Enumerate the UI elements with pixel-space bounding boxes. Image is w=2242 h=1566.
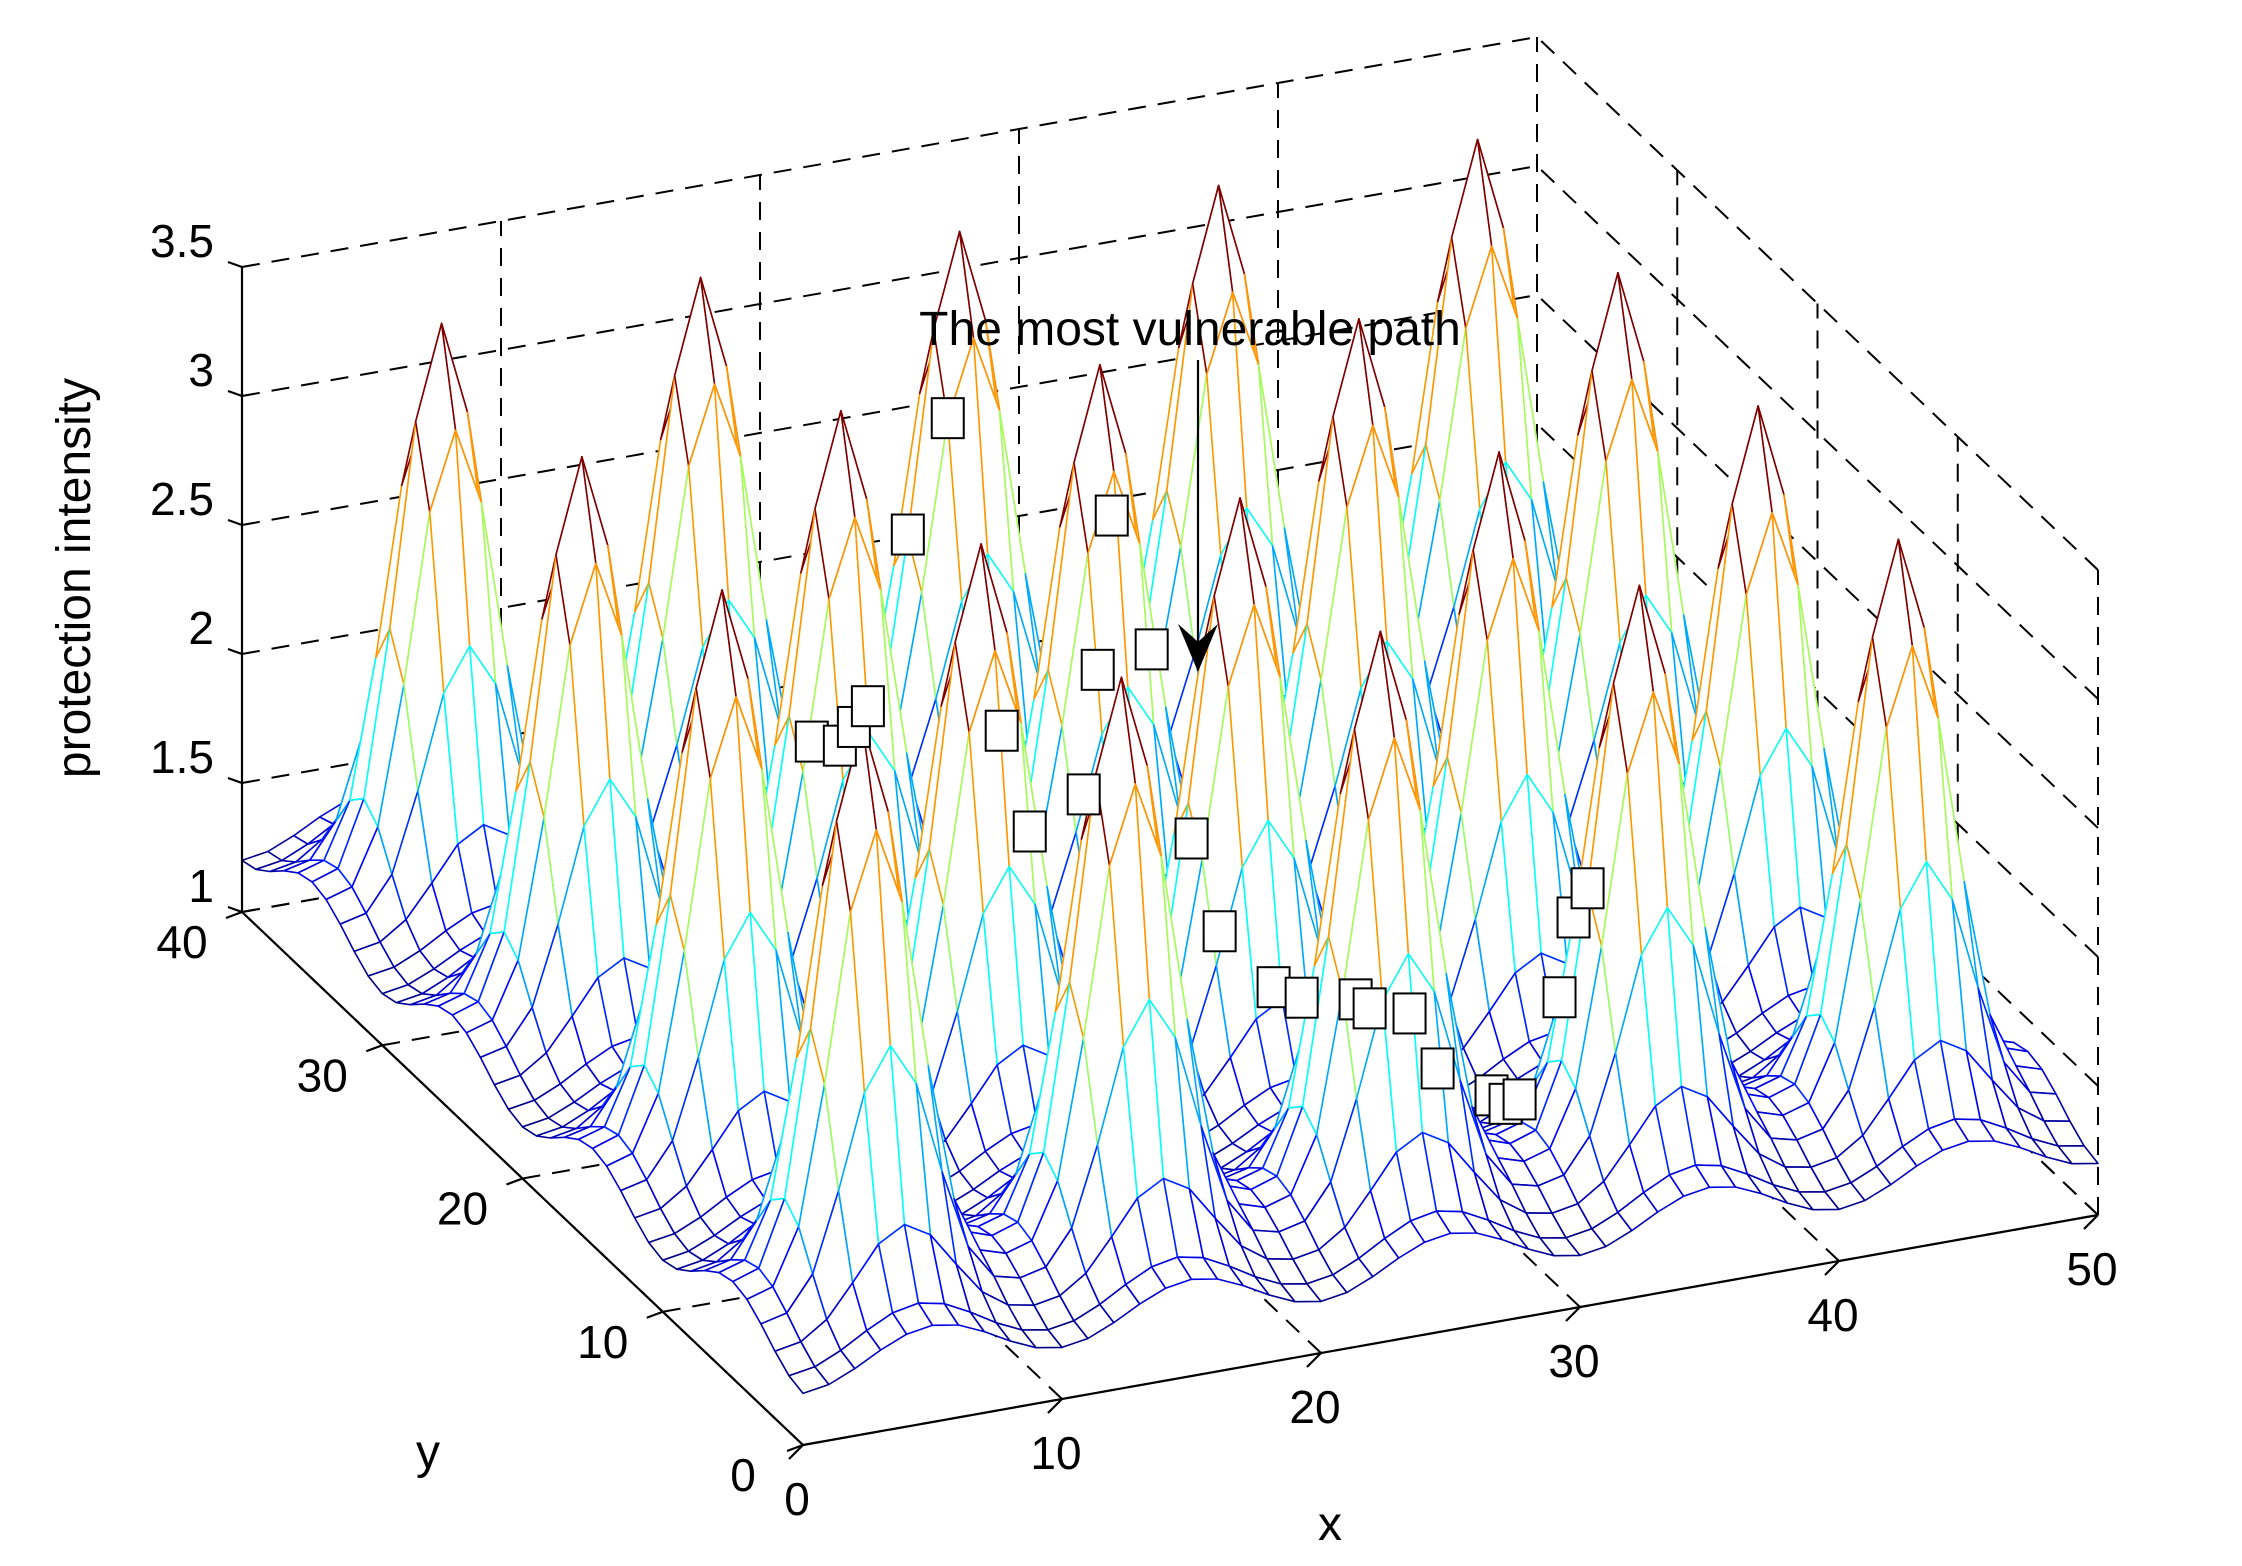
x-tick <box>1306 1352 1322 1368</box>
x-tick-label: 50 <box>2066 1243 2117 1295</box>
z-tick-label: 3.5 <box>150 215 214 267</box>
path-marker <box>1012 810 1047 853</box>
path-marker <box>850 685 885 728</box>
path-marker <box>1134 628 1169 671</box>
z-tick-label: 2 <box>188 602 214 654</box>
x-tick-label: 40 <box>1807 1289 1858 1341</box>
path-marker <box>1420 1047 1455 1090</box>
y-tick-label: 40 <box>156 916 207 968</box>
path-marker <box>1174 817 1209 860</box>
annotation: The most vulnerable path <box>919 303 1461 672</box>
path-marker <box>1080 648 1115 691</box>
path-marker <box>794 720 829 763</box>
z-tick-label: 1 <box>188 860 214 912</box>
y-tick-label: 20 <box>437 1183 488 1235</box>
z-tick <box>227 776 243 785</box>
y-tick <box>646 1310 664 1319</box>
x-axis-label: x <box>1318 1498 1342 1551</box>
path-marker <box>1570 867 1605 910</box>
path-marker <box>1094 494 1129 537</box>
path-marker <box>1502 1078 1537 1121</box>
y-tick-label: 30 <box>297 1049 348 1101</box>
y-tick <box>225 910 243 920</box>
x-tick <box>1824 1260 1840 1276</box>
path-marker <box>1202 910 1237 953</box>
x-tick <box>1565 1306 1581 1322</box>
z-tick <box>227 905 243 914</box>
path-marker <box>1392 992 1427 1035</box>
y-tick <box>786 1443 804 1453</box>
x-tick-label: 20 <box>1289 1381 1340 1433</box>
x-axis-line <box>802 1213 2099 1447</box>
z-axis-label: protection intensity <box>48 378 101 778</box>
annotation-arrowhead <box>1178 623 1218 672</box>
z-tick <box>227 518 243 527</box>
side-grid-z <box>1536 165 2099 700</box>
x-tick <box>788 1444 804 1460</box>
z-tick-label: 1.5 <box>150 731 214 783</box>
z-tick-label: 3 <box>188 344 214 396</box>
x-tick <box>2083 1214 2099 1230</box>
x-tick <box>1047 1398 1063 1414</box>
back-grid-z <box>241 36 1538 268</box>
z-tick <box>227 389 243 398</box>
path-marker <box>984 709 1019 752</box>
y-tick <box>365 1044 383 1053</box>
x-tick-label: 30 <box>1548 1335 1599 1387</box>
back-grid-z <box>241 165 1538 397</box>
y-tick <box>506 1177 523 1186</box>
z-tick <box>227 260 243 269</box>
path-marker <box>1542 976 1577 1019</box>
z-tick <box>227 647 243 656</box>
mesh-cell <box>2057 1145 2099 1165</box>
y-tick-label: 0 <box>730 1449 756 1501</box>
path-marker <box>1066 773 1101 816</box>
vulnerable-path <box>794 397 1605 1125</box>
y-axis-label: y <box>416 1426 440 1479</box>
path-marker <box>930 397 965 440</box>
path-marker <box>1284 976 1319 1019</box>
side-grid-z <box>1536 36 2099 571</box>
x-tick-label: 10 <box>1030 1427 1081 1479</box>
annotation-text: The most vulnerable path <box>919 303 1461 356</box>
x-tick-label: 0 <box>784 1473 810 1525</box>
path-marker <box>890 513 925 556</box>
path-marker <box>1352 987 1387 1030</box>
z-tick-label: 2.5 <box>150 473 214 525</box>
y-tick-label: 10 <box>577 1316 628 1368</box>
